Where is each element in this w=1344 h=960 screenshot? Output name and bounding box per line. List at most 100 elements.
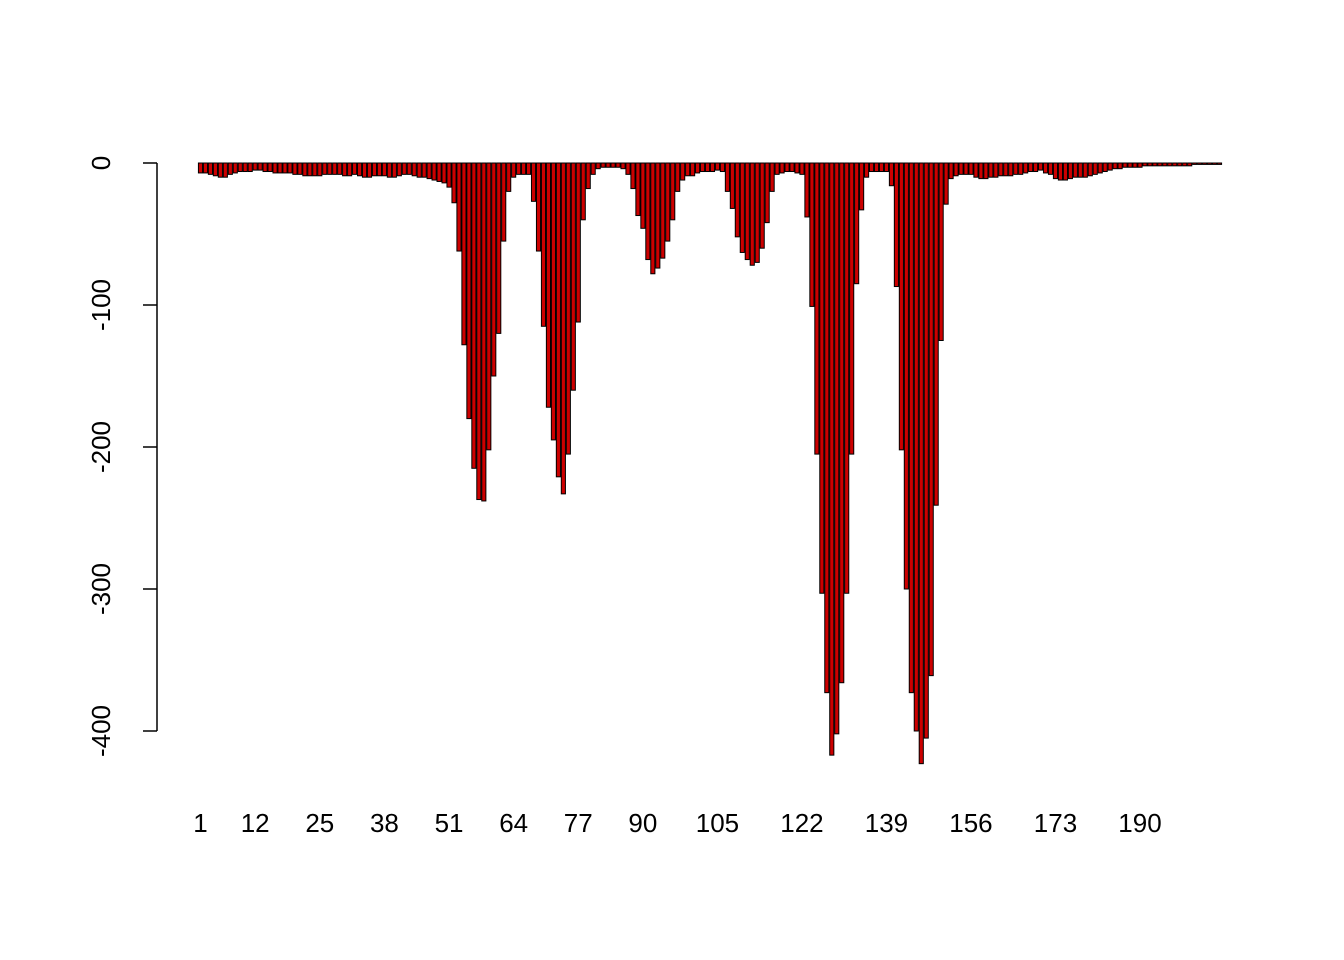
bar-35 bbox=[366, 162, 373, 178]
bar-81 bbox=[595, 162, 601, 170]
bar-49 bbox=[436, 162, 442, 182]
bar-77 bbox=[575, 162, 581, 323]
bar-54 bbox=[461, 162, 467, 346]
bar-109 bbox=[734, 162, 740, 238]
bar-12 bbox=[252, 162, 258, 171]
bar-91 bbox=[645, 162, 651, 261]
bar-69 bbox=[535, 162, 542, 252]
bar-1 bbox=[197, 162, 204, 174]
bar-86 bbox=[620, 162, 626, 170]
bar-32 bbox=[352, 162, 358, 175]
bars-group bbox=[197, 162, 1223, 765]
bar-199 bbox=[1182, 162, 1188, 167]
bar-33 bbox=[356, 162, 363, 177]
bar-154 bbox=[958, 162, 964, 175]
bar-170 bbox=[1038, 162, 1044, 171]
bar-123 bbox=[804, 162, 810, 218]
x-tick-label: 173 bbox=[1034, 808, 1077, 838]
x-tick-label: 38 bbox=[370, 808, 399, 838]
bar-31 bbox=[347, 162, 353, 177]
y-tick-label: -100 bbox=[86, 279, 116, 331]
bar-48 bbox=[431, 162, 437, 181]
bar-13 bbox=[257, 162, 263, 171]
bar-107 bbox=[724, 162, 730, 192]
bar-105 bbox=[714, 162, 721, 171]
bar-7 bbox=[227, 162, 233, 175]
bar-140 bbox=[888, 162, 894, 187]
bar-4 bbox=[212, 162, 218, 177]
bar-21 bbox=[297, 162, 303, 175]
bar-99 bbox=[685, 162, 691, 177]
bar-101 bbox=[695, 162, 701, 174]
bar-20 bbox=[292, 162, 298, 175]
bar-76 bbox=[570, 162, 576, 391]
bar-28 bbox=[332, 162, 338, 175]
bar-153 bbox=[953, 162, 959, 177]
bar-100 bbox=[690, 162, 696, 177]
bar-106 bbox=[719, 162, 725, 173]
bar-163 bbox=[1003, 162, 1009, 177]
bar-190 bbox=[1137, 162, 1143, 168]
bar-161 bbox=[993, 162, 999, 178]
bar-26 bbox=[322, 162, 328, 175]
x-tick-label: 90 bbox=[628, 808, 657, 838]
bar-146 bbox=[918, 162, 924, 765]
bar-98 bbox=[680, 162, 686, 181]
bar-36 bbox=[371, 162, 378, 177]
bar-175 bbox=[1062, 162, 1068, 181]
bar-61 bbox=[496, 162, 502, 334]
x-tick-label: 12 bbox=[241, 808, 270, 838]
bar-181 bbox=[1092, 162, 1098, 175]
bar-202 bbox=[1197, 162, 1203, 165]
bar-172 bbox=[1047, 162, 1054, 175]
bar-145 bbox=[913, 162, 919, 732]
bar-142 bbox=[898, 162, 904, 451]
bar-184 bbox=[1107, 162, 1113, 171]
bar-18 bbox=[282, 162, 288, 174]
bar-65 bbox=[516, 162, 522, 175]
bar-182 bbox=[1097, 162, 1103, 174]
bar-114 bbox=[759, 162, 765, 249]
bar-103 bbox=[704, 162, 711, 173]
bar-144 bbox=[908, 162, 914, 694]
bar-94 bbox=[660, 162, 666, 259]
bar-51 bbox=[446, 162, 452, 188]
bar-62 bbox=[501, 162, 507, 242]
bar-143 bbox=[903, 162, 909, 590]
bar-57 bbox=[476, 162, 482, 501]
y-tick-label: -400 bbox=[86, 705, 116, 757]
bar-206 bbox=[1216, 162, 1223, 165]
bar-135 bbox=[864, 162, 870, 178]
bar-11 bbox=[247, 162, 253, 173]
bar-71 bbox=[545, 162, 552, 408]
bar-53 bbox=[456, 162, 462, 252]
bar-95 bbox=[665, 162, 671, 242]
bar-126 bbox=[819, 162, 825, 594]
bar-56 bbox=[471, 162, 477, 469]
bar-169 bbox=[1033, 162, 1039, 173]
bar-133 bbox=[854, 162, 860, 285]
bar-82 bbox=[600, 162, 606, 168]
bar-195 bbox=[1162, 162, 1168, 167]
bar-120 bbox=[789, 162, 795, 173]
bar-47 bbox=[426, 162, 432, 180]
bar-139 bbox=[883, 162, 890, 173]
bar-134 bbox=[859, 162, 865, 211]
bar-96 bbox=[670, 162, 676, 221]
bar-132 bbox=[849, 162, 855, 455]
bar-17 bbox=[277, 162, 283, 174]
bar-124 bbox=[809, 162, 815, 307]
bar-164 bbox=[1008, 162, 1014, 177]
bar-78 bbox=[580, 162, 586, 221]
bar-150 bbox=[938, 162, 944, 341]
bar-74 bbox=[560, 162, 566, 495]
bar-8 bbox=[232, 162, 238, 174]
bar-90 bbox=[640, 162, 646, 229]
bar-37 bbox=[376, 162, 382, 177]
bar-63 bbox=[506, 162, 512, 192]
bar-183 bbox=[1102, 162, 1108, 173]
bar-89 bbox=[635, 162, 641, 217]
bar-112 bbox=[749, 162, 755, 266]
